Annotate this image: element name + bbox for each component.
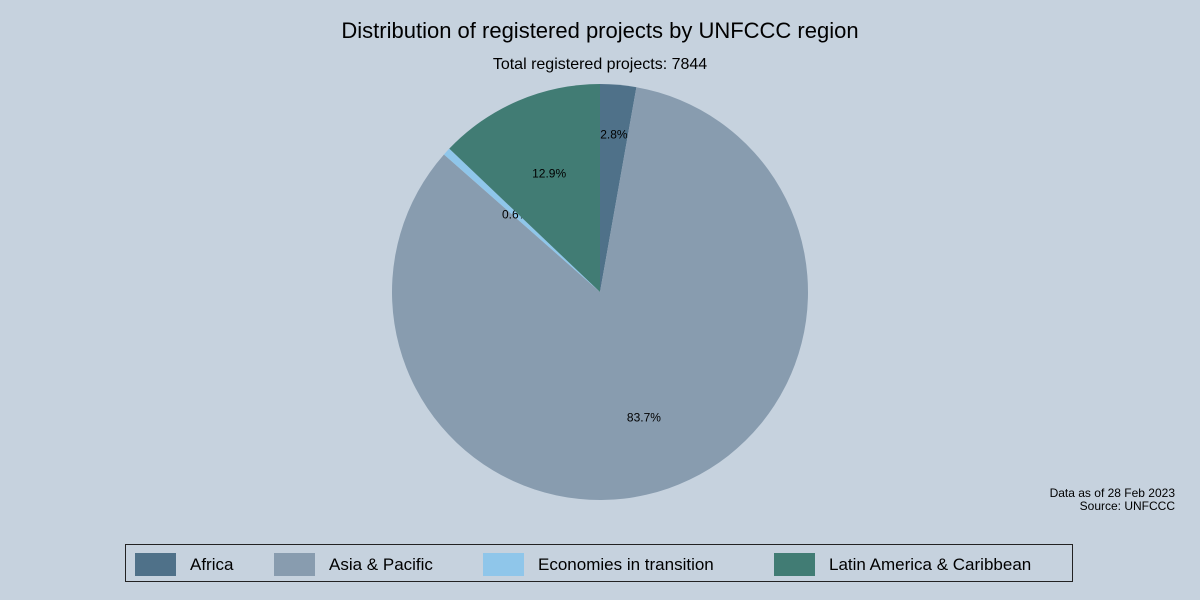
pie-slice-asia-pacific xyxy=(391,87,808,500)
legend-swatch xyxy=(135,553,176,576)
legend-item-africa: Africa xyxy=(135,553,233,576)
legend-item-economies-in-transition: Economies in transition xyxy=(483,553,714,576)
pie-slice-latin-america-caribbean xyxy=(449,84,600,292)
data-date: Data as of 28 Feb 2023 xyxy=(1049,486,1175,500)
source-note: Data as of 28 Feb 2023 Source: UNFCCC xyxy=(1050,487,1175,513)
legend-swatch xyxy=(483,553,524,576)
pie-slice-africa xyxy=(600,84,637,292)
legend-item-latin-america-caribbean: Latin America & Caribbean xyxy=(774,553,1031,576)
chart-subtitle: Total registered projects: 7844 xyxy=(492,56,708,73)
legend-swatch xyxy=(774,553,815,576)
data-source: Source: UNFCCC xyxy=(1079,499,1175,513)
legend-label: Latin America & Caribbean xyxy=(829,554,1032,574)
pie-slice-economies-in-transition xyxy=(443,148,600,292)
legend: Africa Asia & Pacific Economies in trans… xyxy=(125,544,1073,582)
legend-swatch xyxy=(274,553,315,576)
slice-label: 12.9% xyxy=(532,166,566,180)
legend-label: Asia & Pacific xyxy=(329,554,433,574)
legend-label: Economies in transition xyxy=(538,554,714,574)
legend-item-asia-pacific: Asia & Pacific xyxy=(274,553,433,576)
slice-label: 83.7% xyxy=(627,411,661,425)
legend-label: Africa xyxy=(190,554,234,574)
slice-label: 2.8% xyxy=(600,128,628,142)
chart-title: Distribution of registered projects by U… xyxy=(341,18,859,43)
